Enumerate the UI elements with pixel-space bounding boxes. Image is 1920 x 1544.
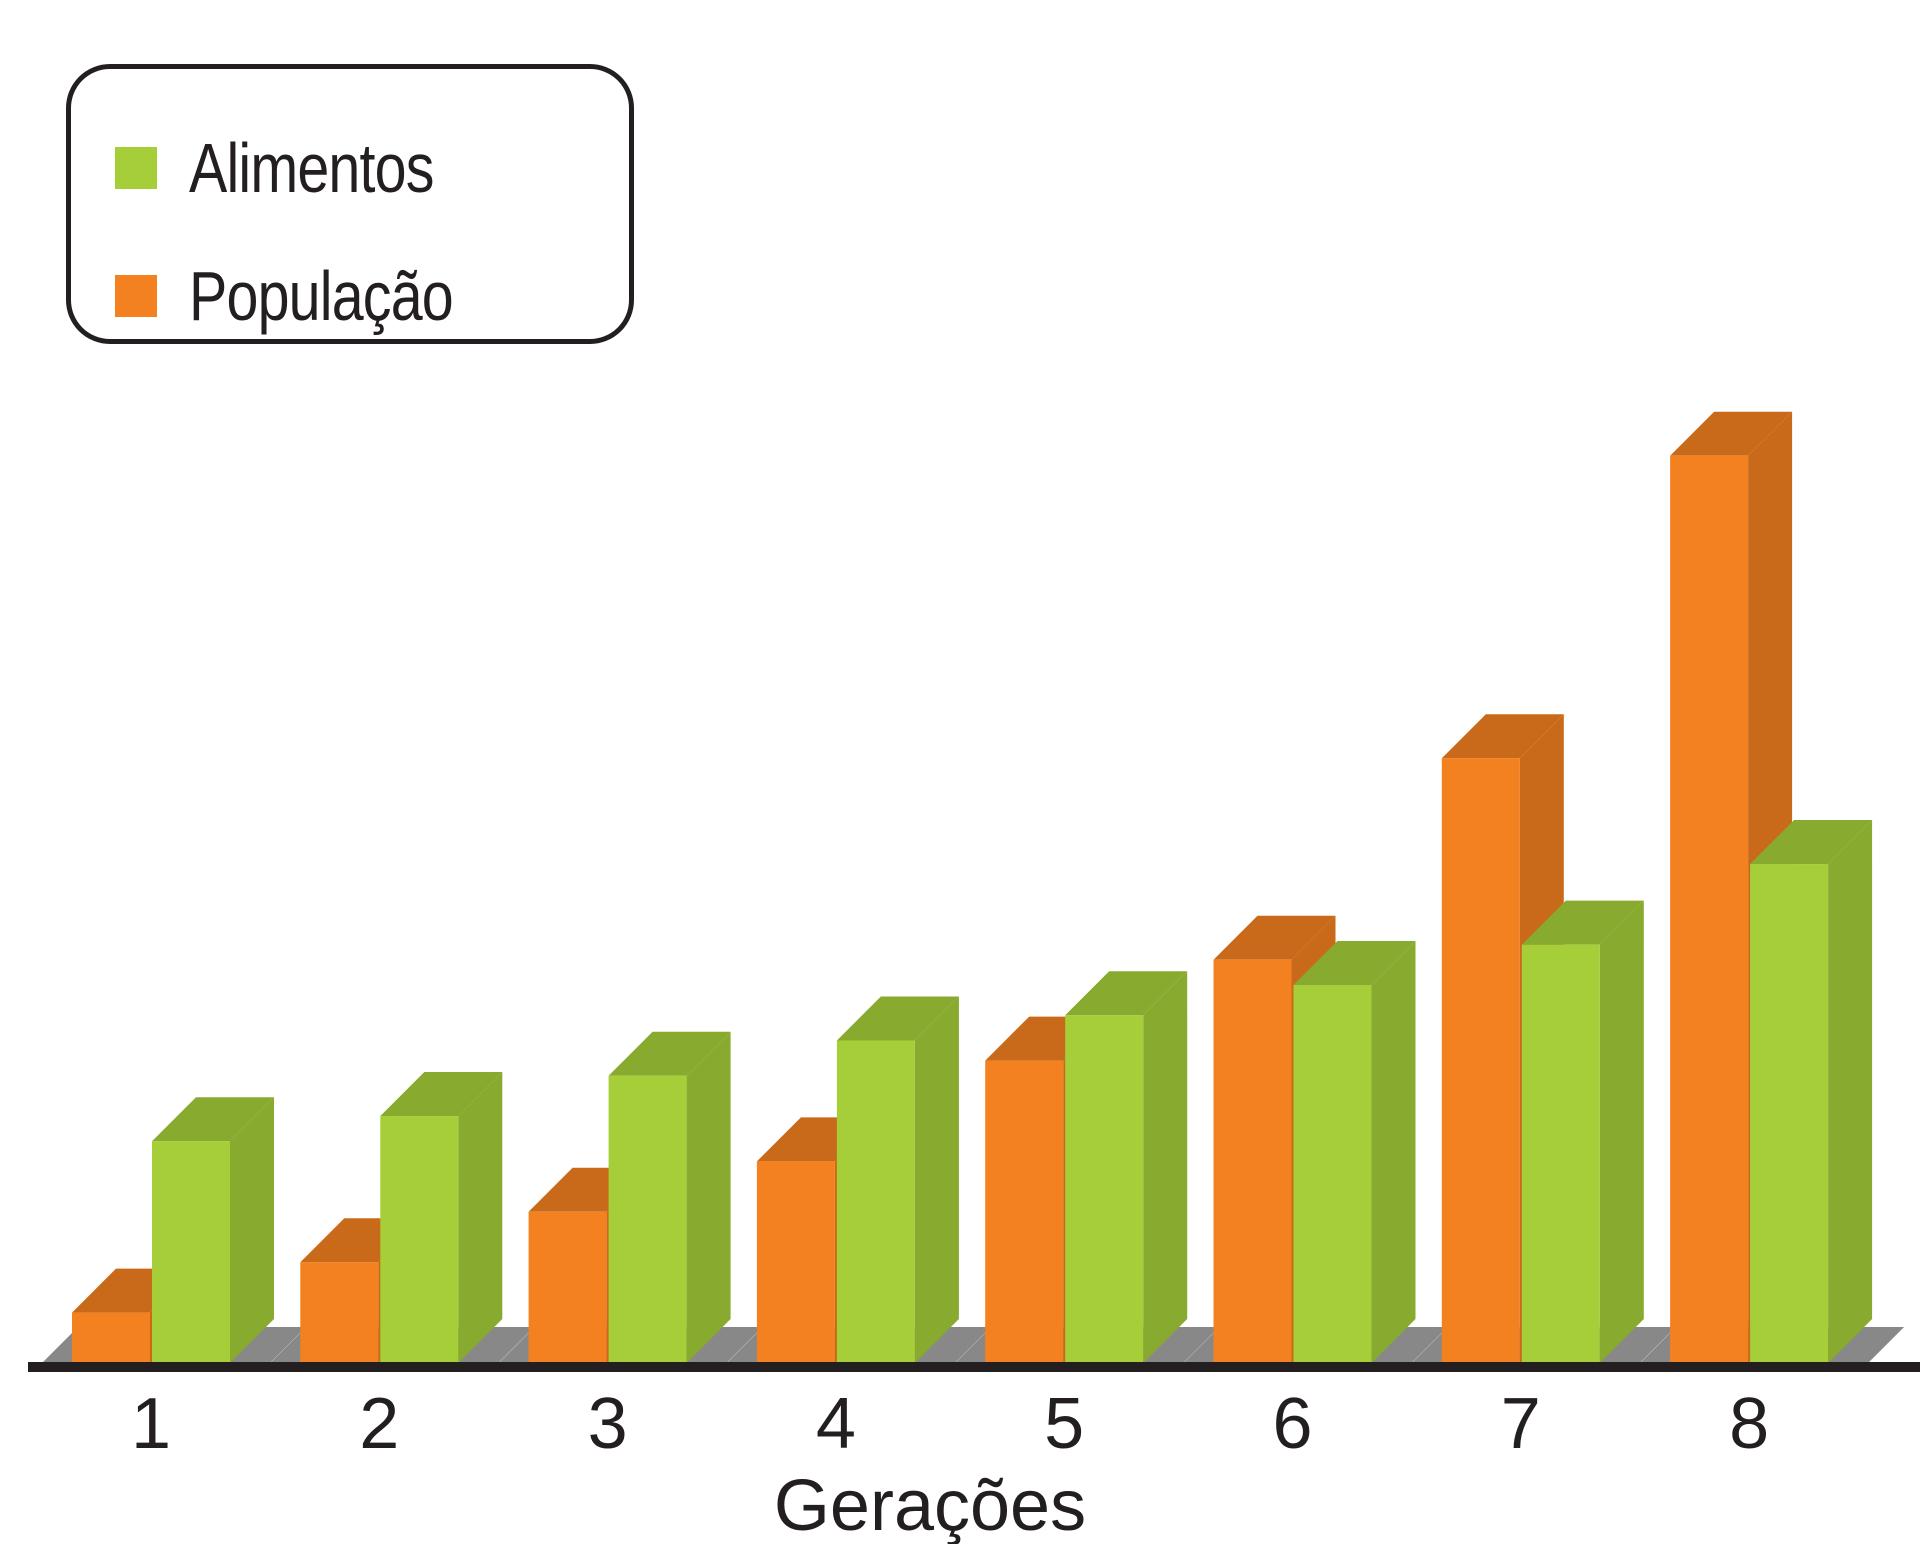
bar-alimentos-1-side — [230, 1097, 274, 1363]
bar-alimentos-7-front — [1521, 944, 1600, 1363]
bar-alimentos-3-top — [608, 1031, 731, 1076]
bar-alimentos-7-top — [1521, 900, 1644, 945]
x-tick-label: 7 — [1501, 1384, 1541, 1464]
bar-alimentos-1-top — [152, 1097, 274, 1142]
bar-populacao-8-front — [1670, 455, 1749, 1363]
bar-alimentos-6-front — [1293, 985, 1372, 1363]
bar-alimentos-8-side — [1828, 820, 1873, 1363]
x-tick-label: 5 — [1044, 1384, 1084, 1464]
bar-alimentos-6 — [1293, 941, 1416, 1363]
bar-alimentos-7-side — [1599, 900, 1644, 1363]
bar-alimentos-6-side — [1371, 941, 1416, 1363]
legend-label-alimentos: Alimentos — [189, 129, 434, 207]
bar-alimentos-5-front — [1065, 1015, 1144, 1363]
x-tick-label: 2 — [359, 1384, 399, 1464]
bar-populacao-8-top — [1670, 411, 1793, 456]
bar-alimentos-5 — [1065, 971, 1188, 1363]
bar-alimentos-8-top — [1750, 820, 1873, 865]
bar-populacao-2-front — [300, 1262, 379, 1363]
bar-populacao-6-top — [1213, 915, 1336, 960]
legend-item-alimentos: Alimentos — [115, 129, 487, 207]
bar-alimentos-3-side — [686, 1031, 731, 1363]
x-tick-label: 4 — [816, 1384, 856, 1464]
legend-label-populacao: População — [189, 257, 454, 335]
x-tick-label: 6 — [1272, 1384, 1312, 1464]
bar-populacao-5-front — [985, 1060, 1064, 1363]
bar-alimentos-5-top — [1065, 971, 1188, 1016]
bar-populacao-4-front — [756, 1161, 835, 1363]
x-tick-label: 8 — [1729, 1384, 1769, 1464]
x-tick-label: 3 — [588, 1384, 628, 1464]
bar-populacao-3-front — [528, 1211, 607, 1363]
bar-alimentos-2 — [380, 1072, 503, 1363]
bar-alimentos-4 — [836, 996, 959, 1363]
bar-alimentos-2-top — [380, 1072, 503, 1117]
bar-alimentos-1-front — [152, 1141, 230, 1363]
bar-alimentos-6-top — [1293, 941, 1416, 985]
x-tick-label: 1 — [131, 1384, 171, 1464]
bar-populacao-7-front — [1441, 758, 1520, 1363]
bar-alimentos-8-front — [1750, 864, 1829, 1363]
bar-alimentos-8 — [1750, 820, 1873, 1363]
legend-swatch-populacao — [115, 275, 157, 317]
bars — [72, 411, 1873, 1363]
bar-alimentos-2-side — [458, 1072, 503, 1363]
bar-alimentos-7 — [1521, 900, 1644, 1363]
bar-alimentos-1 — [152, 1097, 274, 1363]
bar-alimentos-3 — [608, 1031, 731, 1363]
bar-alimentos-3-front — [608, 1075, 687, 1363]
bar-populacao-1-front — [72, 1312, 150, 1363]
bar-alimentos-4-side — [914, 996, 959, 1363]
bar-alimentos-5-side — [1143, 971, 1188, 1363]
bar-alimentos-4-top — [836, 996, 959, 1041]
bar-populacao-6-front — [1213, 959, 1292, 1363]
legend-swatch-alimentos — [115, 147, 157, 189]
bar-populacao-7-top — [1441, 714, 1564, 759]
legend: Alimentos População — [66, 64, 634, 344]
x-axis-ticks: 1 2 3 4 5 6 7 8 — [131, 1384, 1769, 1464]
legend-item-populacao: População — [115, 257, 511, 335]
bar-alimentos-4-front — [836, 1040, 915, 1363]
x-axis-title: Gerações — [774, 1466, 1086, 1544]
bar-alimentos-2-front — [380, 1116, 459, 1363]
